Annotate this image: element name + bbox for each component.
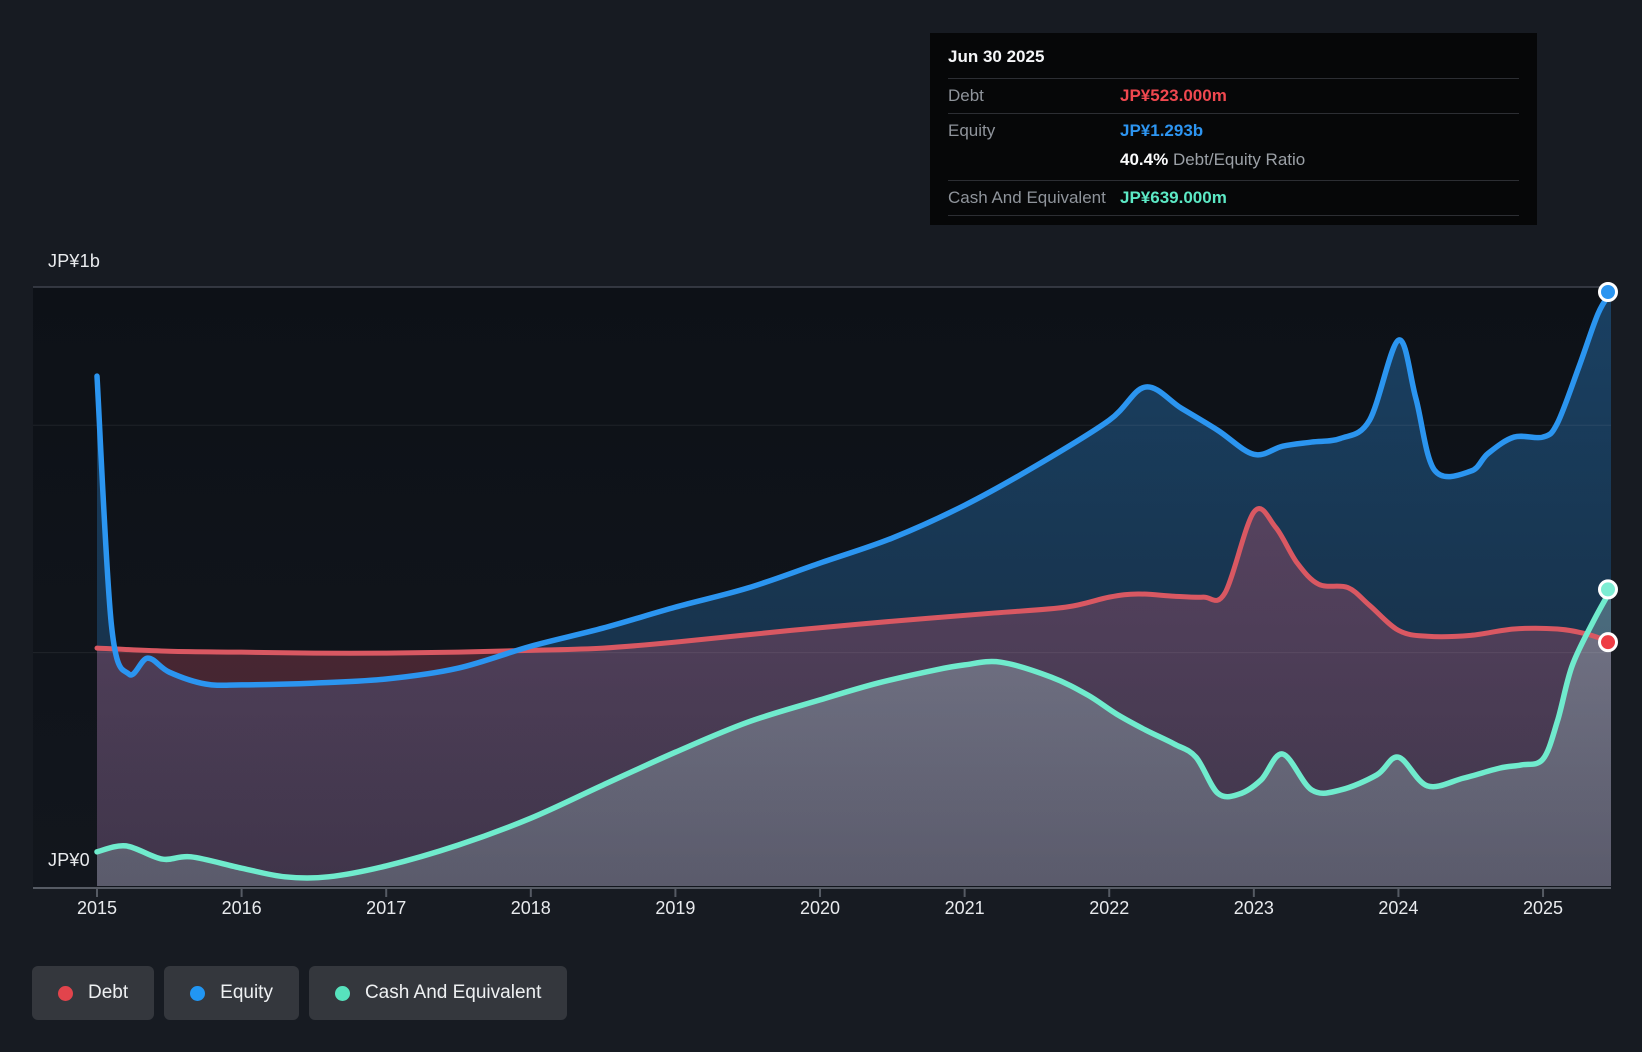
debt-legend-dot-icon [58, 985, 73, 1001]
legend-item-label: Debt [88, 982, 129, 1003]
debt-endpoint-dot [1598, 632, 1618, 653]
tooltip-date: Jun 30 2025 [948, 47, 1045, 66]
cash-area [97, 589, 1611, 886]
x-axis-year-label: 2016 [221, 898, 262, 918]
tooltip-ratio-label: Debt/Equity Ratio [1172, 150, 1306, 169]
x-axis-year-label: 2017 [366, 898, 407, 918]
x-axis-year-label: 2020 [799, 898, 841, 918]
tooltip-divider [948, 180, 1519, 181]
x-axis-year-label: 2022 [1089, 898, 1130, 918]
tooltip-debt-value: JP¥523.000m [1120, 86, 1227, 105]
tooltip-cash-value: JP¥639.000m [1120, 188, 1227, 207]
tooltip-divider [948, 113, 1519, 114]
x-axis-year-label: 2024 [1378, 898, 1419, 918]
tooltip-panel: Jun 30 2025 Debt JP¥523.000m Equity JP¥1… [930, 33, 1537, 225]
x-axis-year-label: 2021 [944, 898, 985, 918]
equity-endpoint-dot [1598, 282, 1618, 302]
x-axis-year-label: 2015 [76, 898, 118, 918]
tooltip-divider [948, 78, 1519, 79]
tooltip-row-debt: Debt JP¥523.000m [930, 79, 1537, 113]
y-axis-label-zero: JP¥0 [48, 850, 90, 870]
legend: Debt Equity Cash And Equivalent [32, 966, 568, 1020]
tooltip-row-equity: Equity JP¥1.293b [930, 114, 1537, 148]
legend-item-label: Cash And Equivalent [364, 982, 542, 1003]
tooltip-ratio: 40.4% Debt/Equity Ratio [1120, 150, 1519, 170]
cash-line [94, 586, 1614, 881]
tooltip-divider [948, 215, 1519, 216]
legend-item-label: Equity [220, 982, 273, 1003]
debt-line [94, 506, 1614, 656]
legend-item-cash[interactable]: Cash And Equivalent [308, 966, 568, 1020]
x-axis-year-label: 2023 [1233, 898, 1274, 918]
equity-line [94, 289, 1614, 689]
tooltip-cash-label: Cash And Equivalent [948, 188, 1106, 207]
cash-legend-dot-icon [334, 985, 350, 1001]
x-axis-year-label: 2019 [655, 898, 696, 918]
tooltip-ratio-value: 40.4% [1120, 150, 1169, 169]
cash-endpoint-dot [1598, 579, 1618, 600]
tooltip-debt-label: Debt [948, 86, 984, 105]
tooltip-equity-label: Equity [948, 121, 996, 140]
tooltip-row-ratio: 40.4% Debt/Equity Ratio [930, 148, 1537, 180]
tooltip-equity-value: JP¥1.293b [1120, 121, 1204, 140]
tooltip-row-cash: Cash And Equivalent JP¥639.000m [930, 181, 1537, 215]
legend-item-equity[interactable]: Equity [164, 966, 299, 1020]
equity-legend-dot-icon [190, 985, 206, 1001]
y-axis-label-max: JP¥1b [48, 251, 101, 271]
x-axis-year-label: 2018 [510, 898, 551, 918]
legend-item-debt[interactable]: Debt [32, 966, 155, 1020]
x-axis-year-label: 2025 [1523, 898, 1564, 918]
